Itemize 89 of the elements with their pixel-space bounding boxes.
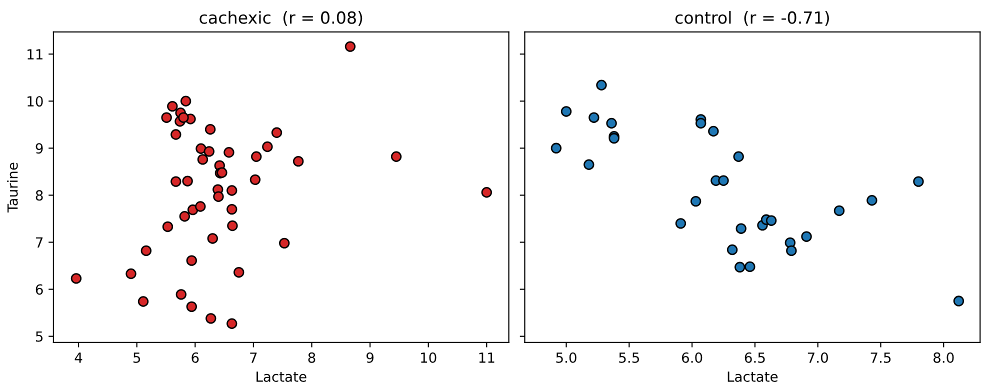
y-tick-label: 7 [36,237,43,248]
point [690,196,702,207]
point [70,273,82,284]
x-tick-label: 9 [366,352,374,363]
point [186,255,197,266]
chart-title: cachexic (r = 0.08) [200,10,362,26]
point [161,112,172,123]
point [550,142,562,154]
point [196,143,206,154]
x-tick-label: 5.0 [556,352,576,363]
point [207,233,218,244]
y-tick-label: 11 [28,49,42,60]
point [801,231,812,242]
point [866,195,878,206]
point [262,141,273,152]
point [708,126,719,137]
point [162,221,174,232]
point [596,80,607,90]
point [140,245,152,256]
point [234,266,244,278]
point [180,96,192,106]
point [224,147,234,158]
y-tick-label: 10 [28,96,43,107]
point [584,159,594,170]
point [179,211,190,222]
x-tick-label: 4 [74,352,82,363]
point [226,318,238,329]
point [726,244,738,256]
point [278,238,290,249]
point [271,127,282,138]
point [390,151,402,162]
point [913,176,924,187]
x-tick-label: 7 [250,352,257,363]
y-tick-label: 6 [36,284,43,295]
point [696,118,706,129]
point [786,245,797,256]
chart-title: control (r = -0.71) [675,10,829,26]
point [344,41,356,52]
x-tick-label: 6.0 [682,352,702,363]
point [560,106,572,117]
x-axis-title: Lactate [728,372,778,382]
point [744,261,756,272]
point [204,146,214,157]
point [734,262,746,273]
x-tick-label: 7.0 [808,352,828,363]
point [226,185,238,196]
x-tick-label: 5.5 [619,352,639,363]
point [178,112,189,123]
point [953,296,964,306]
x-tick-label: 6 [192,352,199,363]
point [766,215,777,226]
point [170,176,182,187]
y-tick-label: 8 [36,190,43,201]
point [167,100,178,112]
point [197,154,208,165]
point [588,112,600,123]
point [834,205,845,216]
point [606,118,617,129]
point [292,156,304,167]
point [226,204,238,215]
x-tick-label: 7.5 [870,352,891,363]
point [186,301,197,312]
point [733,151,744,162]
point [170,129,182,140]
point [126,268,136,280]
y-tick-label: 9 [36,143,43,154]
point [227,220,238,232]
x-tick-label: 8 [308,352,316,363]
x-tick-label: 6.5 [744,352,765,363]
point [213,191,224,202]
point [206,313,216,324]
x-tick-label: 5 [133,352,140,363]
point [195,201,206,212]
point [182,176,193,186]
x-axis-title: Lactate [256,372,306,382]
x-tick-label: 11 [479,352,494,363]
x-tick-label: 10 [421,352,436,363]
y-axis-title: Taurine [7,162,18,212]
x-tick-label: 8.0 [934,352,954,363]
point [138,296,149,307]
point [675,218,686,229]
point [251,151,262,162]
point [204,124,216,135]
point [481,187,492,198]
point [176,289,186,300]
y-tick-label: 5 [36,331,43,342]
point [250,174,261,186]
point [736,223,746,234]
point [718,175,729,186]
